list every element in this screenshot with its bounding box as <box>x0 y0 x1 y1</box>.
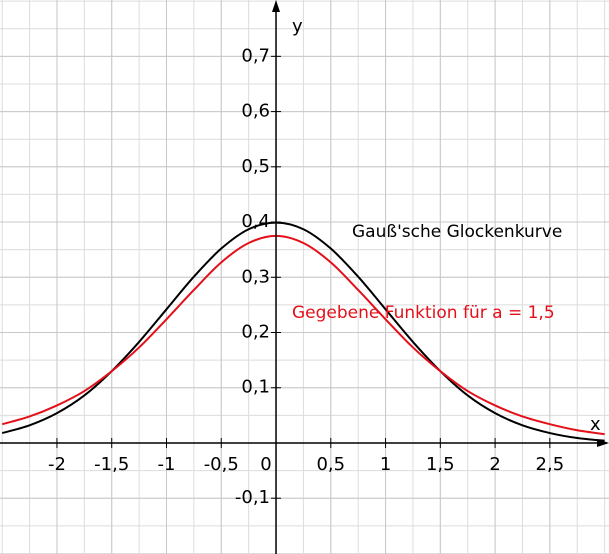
curve-label: Gauß'sche Glockenkurve <box>352 222 562 242</box>
y-tick-label: 0,1 <box>241 377 270 398</box>
x-tick-label: -1 <box>158 454 176 475</box>
x-tick-label: 0,5 <box>316 454 345 475</box>
x-arrow <box>597 438 609 447</box>
y-tick-label: 0,3 <box>241 266 270 287</box>
y-tick-label: 0,4 <box>241 211 270 232</box>
x-tick-label: 0 <box>260 454 271 475</box>
curves <box>1 221 605 442</box>
y-tick-label: 0,2 <box>241 322 270 343</box>
x-tick-label: 2 <box>489 454 500 475</box>
x-tick-label: 2,5 <box>536 454 565 475</box>
x-tick-label: -1,5 <box>94 454 129 475</box>
x-tick-label: 1,5 <box>426 454 455 475</box>
y-tick-label: 0,6 <box>241 101 270 122</box>
curve <box>1 234 605 436</box>
x-tick-label: 1 <box>380 454 391 475</box>
x-axis-label: x <box>590 414 601 435</box>
x-tick-label: -0,5 <box>204 454 239 475</box>
y-tick-label: -0,1 <box>235 487 270 508</box>
y-arrow <box>272 0 281 12</box>
y-tick-label: 0,7 <box>241 45 270 66</box>
curve-label: Gegebene Funktion für a = 1,5 <box>292 303 555 323</box>
y-axis-label: y <box>292 16 303 37</box>
x-tick-label: -2 <box>48 454 66 475</box>
y-tick-label: 0,5 <box>241 156 270 177</box>
curve <box>1 221 605 442</box>
